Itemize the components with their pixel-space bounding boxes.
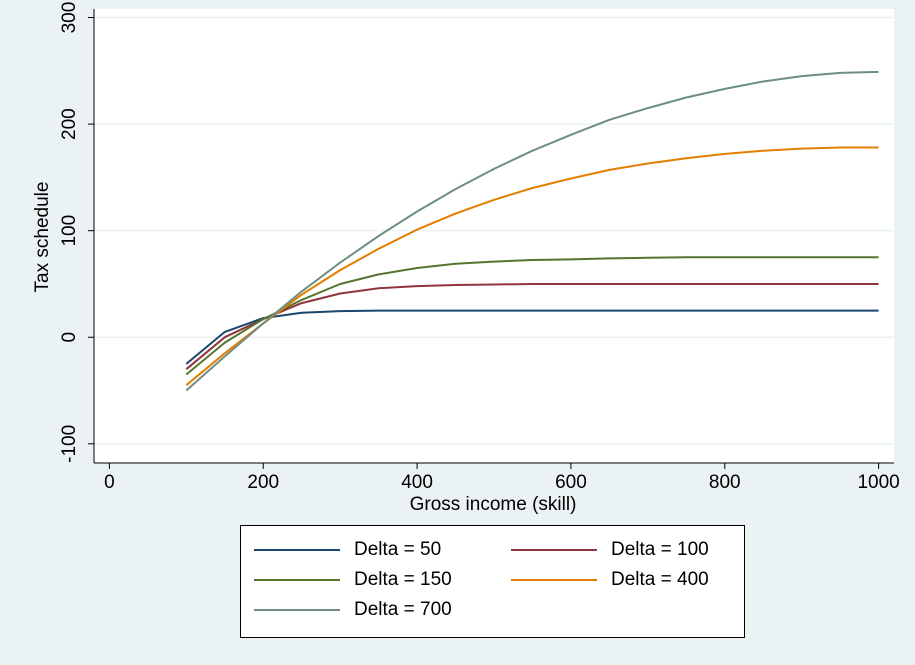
- y-tick-label: 0: [59, 332, 80, 343]
- x-tick-label: 0: [104, 472, 115, 493]
- y-tick-label: 100: [59, 215, 80, 247]
- legend-label: Delta = 700: [354, 599, 452, 620]
- series-line-delta-400: [185, 146, 879, 386]
- axes: -100 0 100 200 300 0 200 400 600 800 1000: [59, 2, 900, 493]
- y-axis-title: Tax schedule: [32, 182, 53, 293]
- legend-label: Delta = 100: [611, 539, 709, 560]
- legend-item: Delta = 150: [254, 569, 452, 591]
- series-lines: [185, 70, 879, 392]
- legend-label: Delta = 150: [354, 569, 452, 590]
- x-tick-label: 1000: [857, 472, 899, 493]
- series-line-delta-50: [185, 309, 879, 365]
- legend-swatch: [254, 609, 340, 611]
- legend-swatch: [511, 549, 597, 551]
- legend-label: Delta = 50: [354, 539, 442, 560]
- y-tick-label: -100: [59, 425, 80, 463]
- x-axis-title: Gross income (skill): [410, 494, 577, 515]
- grid-lines: [94, 16, 894, 445]
- legend-item: Delta = 400: [511, 569, 709, 591]
- legend-item: Delta = 700: [254, 599, 452, 621]
- legend-label: Delta = 400: [611, 569, 709, 590]
- plot-area: [94, 9, 894, 463]
- series-line-delta-150: [185, 256, 879, 376]
- y-tick-label: 200: [59, 108, 80, 140]
- legend-item: Delta = 50: [254, 539, 441, 561]
- x-tick-label: 600: [555, 472, 587, 493]
- legend-swatch: [254, 549, 340, 551]
- series-line-delta-100: [185, 283, 879, 370]
- legend-swatch: [511, 579, 597, 581]
- x-tick-label: 800: [709, 472, 741, 493]
- x-tick-label: 200: [247, 472, 279, 493]
- y-tick-label: 300: [59, 2, 80, 34]
- legend-item: Delta = 100: [511, 539, 709, 561]
- series-line-delta-700: [185, 70, 879, 392]
- x-tick-label: 400: [401, 472, 433, 493]
- legend-swatch: [254, 579, 340, 581]
- legend: Delta = 50 Delta = 100 Delta = 150 Delta = …: [240, 525, 745, 638]
